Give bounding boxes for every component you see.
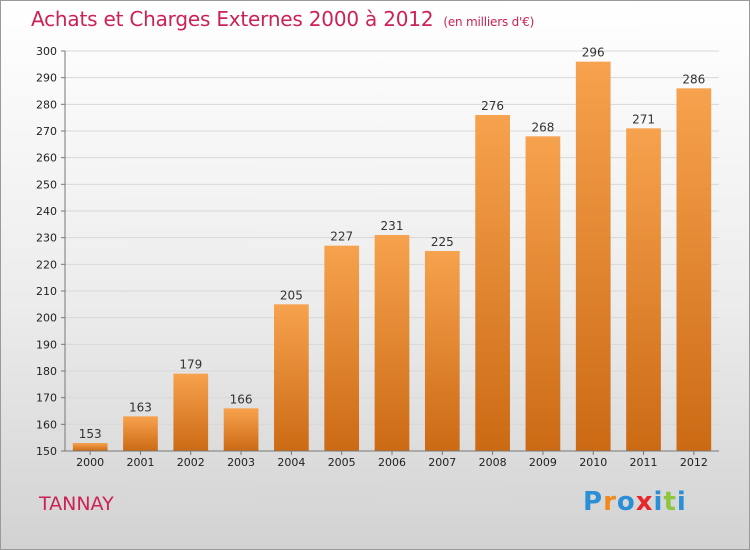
y-tick-label: 160	[36, 418, 57, 431]
data-label-2000: 153	[79, 427, 102, 441]
bar-2003	[223, 408, 259, 451]
y-tick-label: 250	[36, 178, 57, 191]
y-tick-label: 240	[36, 205, 57, 218]
data-label-2012: 286	[682, 72, 705, 86]
logo-letter: x	[635, 487, 654, 517]
x-tick-label-2007: 2007	[428, 456, 456, 469]
data-label-2011: 271	[632, 112, 655, 126]
y-tick-label: 230	[36, 232, 57, 245]
bar-2008	[475, 115, 510, 451]
y-tick-label: 260	[36, 152, 57, 165]
x-axis: 2000 2001 2002 2003 2004 2005 2006 2007 2008 2009…	[65, 450, 719, 469]
chart-title: Achats et Charges Externes 2000 à 2012 (e…	[31, 7, 534, 31]
bar-2009	[525, 136, 561, 452]
y-tick-label: 150	[36, 445, 57, 458]
x-tick-label-2010: 2010	[579, 456, 607, 469]
bar-2001	[123, 416, 158, 451]
data-label-2006: 231	[381, 219, 404, 233]
data-label-2002: 179	[179, 358, 202, 372]
data-label-2001: 163	[129, 400, 152, 414]
x-tick-label-2009: 2009	[529, 456, 557, 469]
x-tick-label-2006: 2006	[378, 456, 406, 469]
data-label-2005: 227	[330, 230, 353, 244]
logo-letter: P	[583, 487, 604, 517]
x-tick-label-2002: 2002	[177, 456, 205, 469]
bar-2012	[676, 88, 712, 451]
logo-letter: t	[663, 487, 677, 517]
logo-letter: r	[603, 487, 617, 517]
x-tick-label-2011: 2011	[630, 456, 658, 469]
data-label-2004: 205	[280, 288, 303, 302]
bar-2010	[575, 61, 611, 452]
y-tick-label: 170	[36, 392, 57, 405]
logo-letter: o	[616, 487, 636, 517]
x-tick-label-2001: 2001	[126, 456, 154, 469]
x-tick-label-2004: 2004	[277, 456, 305, 469]
x-tick-label-2008: 2008	[479, 456, 507, 469]
data-label-2008: 276	[481, 99, 504, 113]
bar-2004	[274, 304, 309, 451]
bar-2002	[173, 373, 209, 451]
logo-letter: i	[653, 487, 664, 517]
data-label-2010: 296	[582, 46, 605, 60]
y-tick-label: 180	[36, 365, 57, 378]
bars: 153 163 179 166 205 227 231 225 276 268 296 271 286	[72, 46, 712, 452]
y-tick-label: 280	[36, 98, 57, 111]
bar-2005	[324, 245, 360, 451]
y-tick-label: 210	[36, 285, 57, 298]
bar-2007	[424, 251, 460, 451]
bar-2000	[72, 443, 108, 451]
y-tick-label: 200	[36, 312, 57, 325]
y-tick-label: 300	[36, 45, 57, 58]
y-tick-label: 220	[36, 258, 57, 271]
logo-letter: i	[676, 487, 687, 517]
proxiti-logo: Proxiti	[583, 487, 687, 517]
place-name: TANNAY	[39, 493, 114, 515]
data-label-2003: 166	[230, 392, 253, 406]
y-tick-label: 190	[36, 338, 57, 351]
y-tick-label: 290	[36, 72, 57, 85]
data-label-2009: 268	[531, 120, 554, 134]
bar-2006	[374, 235, 410, 451]
title-text: Achats et Charges Externes 2000 à 2012	[31, 7, 434, 31]
x-tick-label-2005: 2005	[328, 456, 356, 469]
data-label-2007: 225	[431, 235, 454, 249]
x-tick-label-2012: 2012	[680, 456, 708, 469]
x-tick-label-2000: 2000	[76, 456, 104, 469]
y-tick-label: 270	[36, 125, 57, 138]
chart-subtitle: (en milliers d'€)	[443, 15, 535, 29]
x-tick-label-2003: 2003	[227, 456, 255, 469]
y-axis: 150 160 170 180 190 200 210 220 230 240 250 260 270 2…	[36, 45, 66, 458]
bar-2011	[626, 128, 661, 451]
